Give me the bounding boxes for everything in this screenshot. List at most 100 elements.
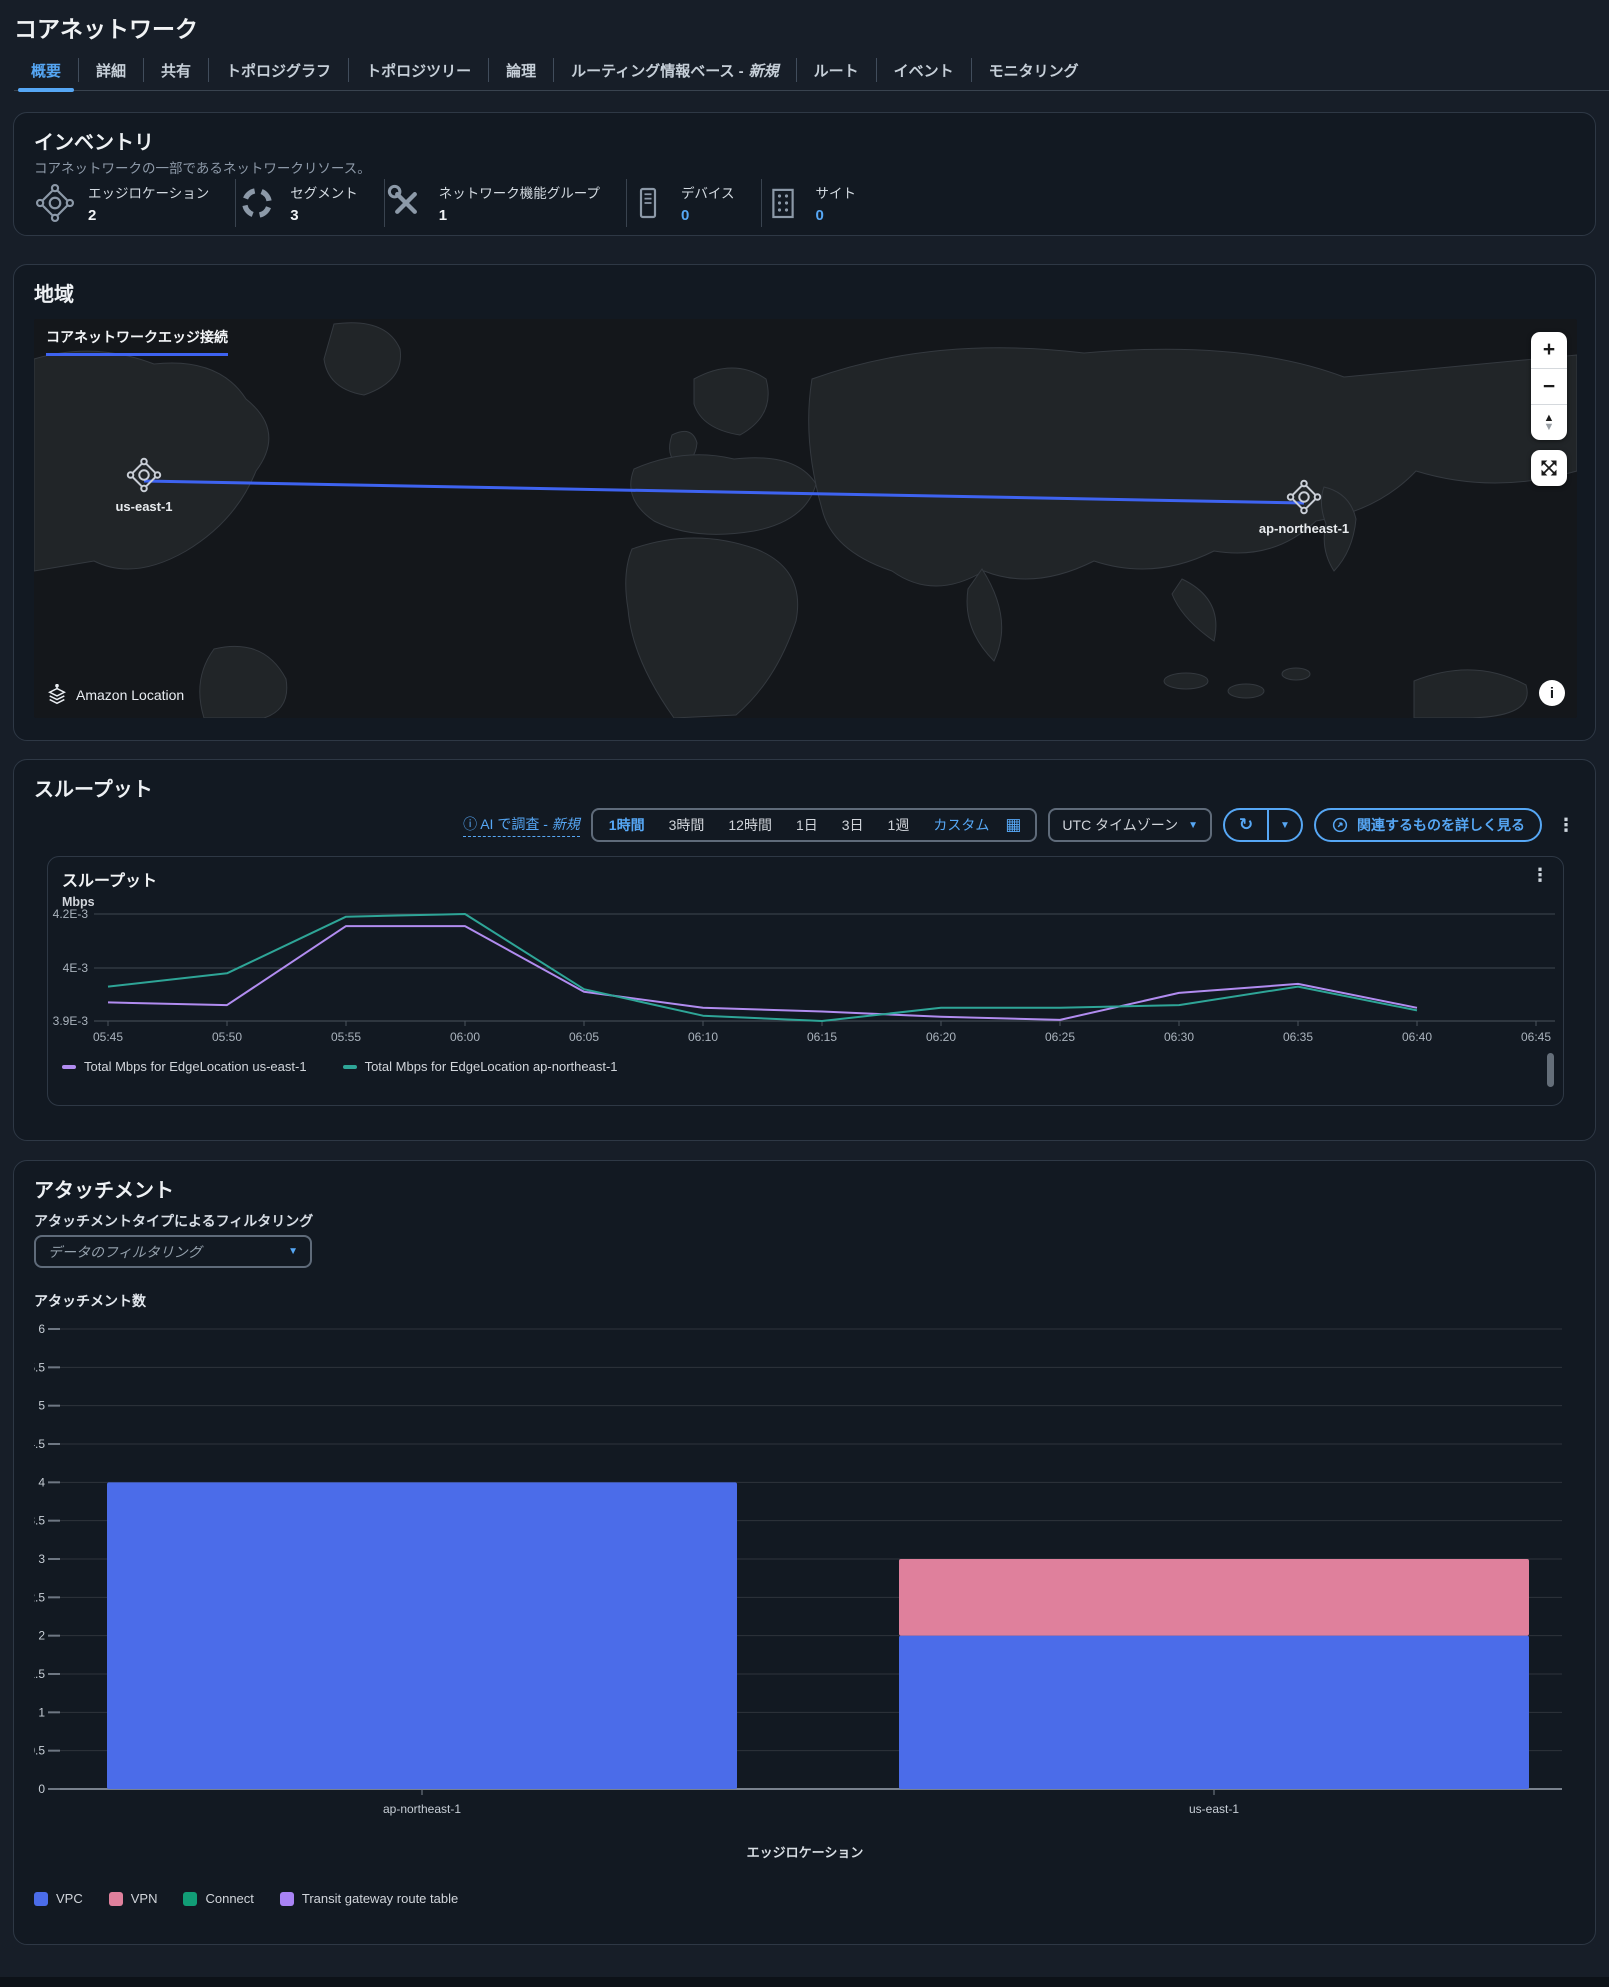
stat-text: サイト 0 bbox=[816, 182, 857, 224]
zoom-out-button[interactable]: − bbox=[1531, 368, 1567, 404]
svg-text:06:15: 06:15 bbox=[807, 1030, 837, 1044]
legend-swatch bbox=[183, 1891, 198, 1906]
world-map[interactable]: us-east-1 ap-northeast-1 コアネットワークエッジ接続 +… bbox=[34, 319, 1577, 718]
tab-6[interactable]: 論理 bbox=[489, 50, 553, 90]
tab-divider bbox=[875, 58, 877, 82]
tab-label: 詳細 bbox=[96, 62, 127, 80]
page-title: コアネットワーク bbox=[14, 16, 198, 42]
legend-scrollbar[interactable] bbox=[1547, 1053, 1554, 1087]
legend-item[interactable]: Total Mbps for EdgeLocation us-east-1 bbox=[62, 1059, 307, 1074]
throughput-line-chart: 4.2E-3 4E-3 3.9E-3 05:45 05:50 05:55 06:00 06:0… bbox=[53, 909, 1555, 1044]
tab-divider bbox=[78, 58, 80, 82]
inventory-stat-1: エッジロケーション 2 bbox=[34, 182, 235, 224]
fullscreen-button[interactable] bbox=[1531, 450, 1567, 486]
stat-divider bbox=[760, 179, 762, 227]
legend-label: Total Mbps for EdgeLocation us-east-1 bbox=[84, 1059, 307, 1074]
svg-text:05:50: 05:50 bbox=[212, 1030, 242, 1044]
legend-swatch bbox=[108, 1891, 123, 1906]
svg-text:2: 2 bbox=[38, 1629, 45, 1643]
tab-9[interactable]: イベント bbox=[877, 50, 971, 90]
legend-item[interactable]: VPC bbox=[34, 1891, 83, 1906]
map-zoom-controls: + − ▲ ▼ bbox=[1531, 332, 1567, 440]
svg-text:5: 5 bbox=[38, 1399, 45, 1413]
inventory-stat-4: デバイス 0 bbox=[627, 182, 761, 224]
stat-value[interactable]: 0 bbox=[680, 207, 690, 224]
ai-investigate-link[interactable]: ⓘ AI で調査 - 新規 bbox=[463, 814, 580, 837]
attachment-filter-dropdown[interactable]: データのフィルタリング ▼ bbox=[34, 1235, 312, 1268]
attachment-count-label: アタッチメント数 bbox=[34, 1293, 146, 1309]
tab-label: モニタリング bbox=[988, 62, 1079, 80]
throughput-chart-card: スループット ⋮ Mbps 4.2E-3 4E-3 3.9E-3 05:45 05:50… bbox=[47, 856, 1564, 1106]
stat-text: エッジロケーション 2 bbox=[88, 182, 209, 224]
legend-label: Transit gateway route table bbox=[301, 1891, 459, 1906]
tab-8[interactable]: ルート bbox=[797, 50, 876, 90]
stat-value: 2 bbox=[88, 207, 97, 224]
overflow-menu-icon[interactable]: ⋮ bbox=[1557, 814, 1575, 835]
calendar-icon[interactable]: ▦ bbox=[1005, 815, 1022, 834]
tab-divider bbox=[208, 58, 210, 82]
legend-label: Total Mbps for EdgeLocation ap-northeast… bbox=[364, 1059, 618, 1074]
legend-item[interactable]: Transit gateway route table bbox=[279, 1891, 459, 1906]
inventory-stats: エッジロケーション 2 セグメント 3 ネットワーク機能グループ 1 デバイス 0 サイ… bbox=[34, 179, 882, 227]
map-info-button[interactable]: i bbox=[1539, 680, 1565, 706]
tab-label: トポロジグラフ bbox=[226, 62, 332, 80]
time-range-1週[interactable]: 1週 bbox=[887, 817, 910, 833]
geography-panel: 地域 bbox=[13, 264, 1596, 741]
chevron-down-icon: ▼ bbox=[1188, 819, 1198, 831]
geography-title: 地域 bbox=[34, 284, 74, 306]
edge-location-marker-us-east-1[interactable] bbox=[125, 456, 163, 494]
explore-related-button[interactable]: 関連するものを詳しく見る bbox=[1314, 808, 1542, 842]
timezone-label: UTC タイムゾーン bbox=[1062, 817, 1179, 833]
stat-value: 1 bbox=[438, 207, 448, 224]
refresh-options-button[interactable]: ▼ bbox=[1267, 810, 1301, 840]
tab-10[interactable]: モニタリング bbox=[972, 50, 1096, 90]
tab-7[interactable]: ルーティング情報ベース - 新規 bbox=[554, 50, 796, 90]
tab-5[interactable]: トポロジツリー bbox=[349, 50, 488, 90]
timezone-select[interactable]: UTC タイムゾーン ▼ bbox=[1048, 808, 1212, 842]
tab-4[interactable]: トポロジグラフ bbox=[209, 50, 348, 90]
throughput-toolbar: ⓘ AI で調査 - 新規 1時間 3時間 12時間 1日 3日 1週 カスタム ▦ UTC … bbox=[463, 807, 1579, 843]
attachments-title: アタッチメント bbox=[34, 1180, 174, 1202]
svg-text:06:30: 06:30 bbox=[1164, 1030, 1194, 1044]
time-range-12時間[interactable]: 12時間 bbox=[728, 817, 772, 833]
tilt-button[interactable]: ▲ ▼ bbox=[1531, 404, 1567, 440]
stat-text: デバイス 0 bbox=[681, 182, 735, 224]
legend-item[interactable]: Total Mbps for EdgeLocation ap-northeast… bbox=[342, 1059, 618, 1074]
chevron-down-icon: ▼ bbox=[288, 1246, 298, 1257]
attachments-bar-chart: 6 5.5 5 4.5 4 3.5 3 2.5 2 1.5 1 0.5 0 ap-northeast-1 u… bbox=[34, 1322, 1562, 1860]
time-range-3時間[interactable]: 3時間 bbox=[668, 817, 705, 833]
zoom-in-button[interactable]: + bbox=[1531, 332, 1567, 368]
edge-location-icon bbox=[1286, 479, 1322, 515]
edge-location-marker-ap-northeast-1[interactable] bbox=[1285, 478, 1323, 516]
svg-text:5.5: 5.5 bbox=[34, 1360, 45, 1374]
svg-text:06:20: 06:20 bbox=[926, 1030, 956, 1044]
edge-location-icon bbox=[34, 182, 76, 224]
time-range-1時間[interactable]: 1時間 bbox=[608, 817, 645, 833]
segment-icon bbox=[236, 182, 278, 224]
marker-label-ap-northeast-1: ap-northeast-1 bbox=[1258, 521, 1350, 536]
time-range-カスタム[interactable]: カスタム bbox=[933, 817, 990, 833]
legend-item[interactable]: Connect bbox=[183, 1891, 254, 1906]
legend-swatch bbox=[342, 1064, 357, 1069]
refresh-button[interactable]: ↻ bbox=[1225, 810, 1267, 840]
legend-swatch bbox=[62, 1064, 76, 1069]
chart-overflow-menu-icon[interactable]: ⋮ bbox=[1531, 865, 1549, 885]
throughput-section-title: スループット bbox=[34, 779, 153, 801]
legend-item[interactable]: VPN bbox=[108, 1891, 157, 1906]
stat-divider bbox=[383, 179, 385, 227]
tab-label: 共有 bbox=[161, 62, 192, 80]
svg-text:us-east-1: us-east-1 bbox=[1189, 1802, 1239, 1816]
amazon-location-icon bbox=[48, 684, 66, 705]
tab-label: ルート bbox=[813, 62, 859, 80]
tab-label: トポロジツリー bbox=[366, 62, 472, 80]
map-tab-edge-connections[interactable]: コアネットワークエッジ接続 bbox=[46, 327, 228, 356]
stat-value[interactable]: 0 bbox=[815, 207, 824, 224]
tab-2[interactable]: 詳細 bbox=[79, 50, 143, 90]
svg-text:6: 6 bbox=[38, 1322, 45, 1336]
stat-label: エッジロケーション bbox=[88, 186, 210, 201]
time-range-3日[interactable]: 3日 bbox=[841, 817, 864, 833]
tab-divider bbox=[795, 58, 797, 82]
time-range-1日[interactable]: 1日 bbox=[795, 817, 818, 833]
tab-1[interactable]: 概要 bbox=[14, 50, 78, 92]
tab-3[interactable]: 共有 bbox=[144, 50, 208, 90]
